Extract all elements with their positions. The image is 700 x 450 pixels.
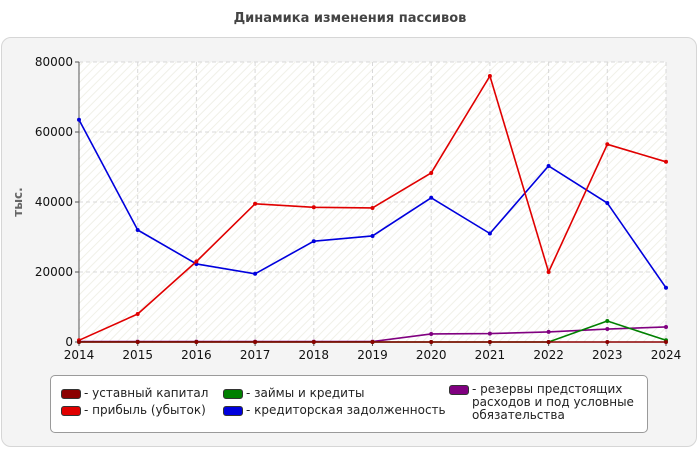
x-tick-label: 2019 [357, 348, 388, 362]
grid-lines [79, 61, 667, 342]
x-tick-label: 2020 [416, 348, 447, 362]
series-lines [77, 74, 668, 344]
chart-title: Динамика изменения пассивов [233, 11, 467, 26]
data-point-3-8 [546, 163, 551, 168]
data-point-4-10 [664, 324, 668, 329]
legend-item-profit: - прибыль (убыток) [61, 404, 206, 417]
y-tick-label: 40000 [35, 195, 73, 209]
data-point-1-10 [664, 159, 668, 164]
data-point-1-4 [311, 205, 316, 210]
legend-swatch-authorized-capital [61, 389, 81, 399]
data-point-0-10 [664, 340, 668, 344]
data-point-3-9 [605, 201, 610, 206]
data-point-1-3 [253, 201, 258, 206]
data-point-0-6 [429, 340, 434, 344]
data-point-4-9 [605, 327, 610, 332]
legend-label-reserves: - резервы предстоящих расходов и под усл… [472, 382, 634, 422]
data-point-0-1 [135, 340, 140, 344]
data-point-0-8 [546, 340, 551, 344]
legend-item-reserves: - резервы предстоящих расходов и под усл… [449, 383, 634, 422]
data-point-1-1 [135, 312, 140, 316]
data-point-1-8 [546, 270, 551, 274]
data-point-3-6 [429, 195, 434, 200]
x-tick-label: 2023 [592, 348, 623, 362]
legend-label-loans: - займы и кредиты [246, 386, 365, 400]
data-point-0-5 [370, 340, 375, 344]
x-tick-label: 2014 [64, 348, 95, 362]
data-point-0-9 [605, 340, 610, 344]
x-tick-label: 2015 [122, 348, 153, 362]
legend-swatch-profit [61, 406, 81, 416]
data-point-3-4 [311, 239, 316, 244]
data-point-3-7 [487, 231, 492, 236]
data-point-0-7 [487, 340, 492, 344]
legend-swatch-loans [223, 389, 243, 399]
data-point-2-9 [605, 319, 610, 323]
tick-labels: 0 20000 40000 60000 80000 2014 2015 2016 2017 201… [35, 55, 681, 362]
x-tick-label: 2016 [181, 348, 212, 362]
legend-item-loans: - займы и кредиты [223, 387, 364, 400]
x-tick-label: 2024 [651, 348, 682, 362]
y-axis-label: тыс. [11, 187, 25, 216]
data-point-4-8 [546, 329, 551, 334]
data-point-4-7 [487, 331, 492, 336]
data-point-1-7 [487, 74, 492, 78]
data-point-1-6 [429, 170, 434, 175]
y-tick-label: 80000 [35, 55, 73, 69]
data-point-1-5 [370, 205, 375, 210]
x-tick-label: 2021 [475, 348, 506, 362]
y-tick-label: 0 [65, 335, 73, 349]
data-point-0-0 [77, 340, 81, 344]
data-point-1-9 [605, 142, 610, 147]
y-tick-label: 60000 [35, 125, 73, 139]
data-point-0-2 [194, 340, 199, 344]
legend-label-profit: - прибыль (убыток) [84, 403, 206, 417]
data-point-4-6 [429, 331, 434, 336]
data-point-3-0 [77, 117, 81, 122]
x-tick-label: 2018 [299, 348, 330, 362]
legend-swatch-reserves [449, 385, 469, 395]
data-point-3-3 [253, 271, 258, 276]
legend-item-authorized-capital: - уставный капитал [61, 387, 208, 400]
data-point-0-3 [253, 340, 258, 344]
legend-label-authorized-capital: - уставный капитал [84, 386, 209, 400]
legend-label-payables: - кредиторская задолженность [246, 403, 446, 417]
x-tick-label: 2017 [240, 348, 271, 362]
y-tick-label: 20000 [35, 265, 73, 279]
data-point-0-4 [311, 340, 316, 344]
data-point-3-5 [370, 233, 375, 238]
data-point-3-10 [664, 285, 668, 290]
legend-item-payables: - кредиторская задолженность [223, 404, 446, 417]
data-point-1-2 [194, 259, 199, 264]
legend-swatch-payables [223, 406, 243, 416]
data-point-3-1 [135, 228, 140, 232]
chart-legend: - уставный капитал - прибыль (убыток) - … [50, 375, 648, 433]
x-tick-label: 2022 [533, 348, 564, 362]
